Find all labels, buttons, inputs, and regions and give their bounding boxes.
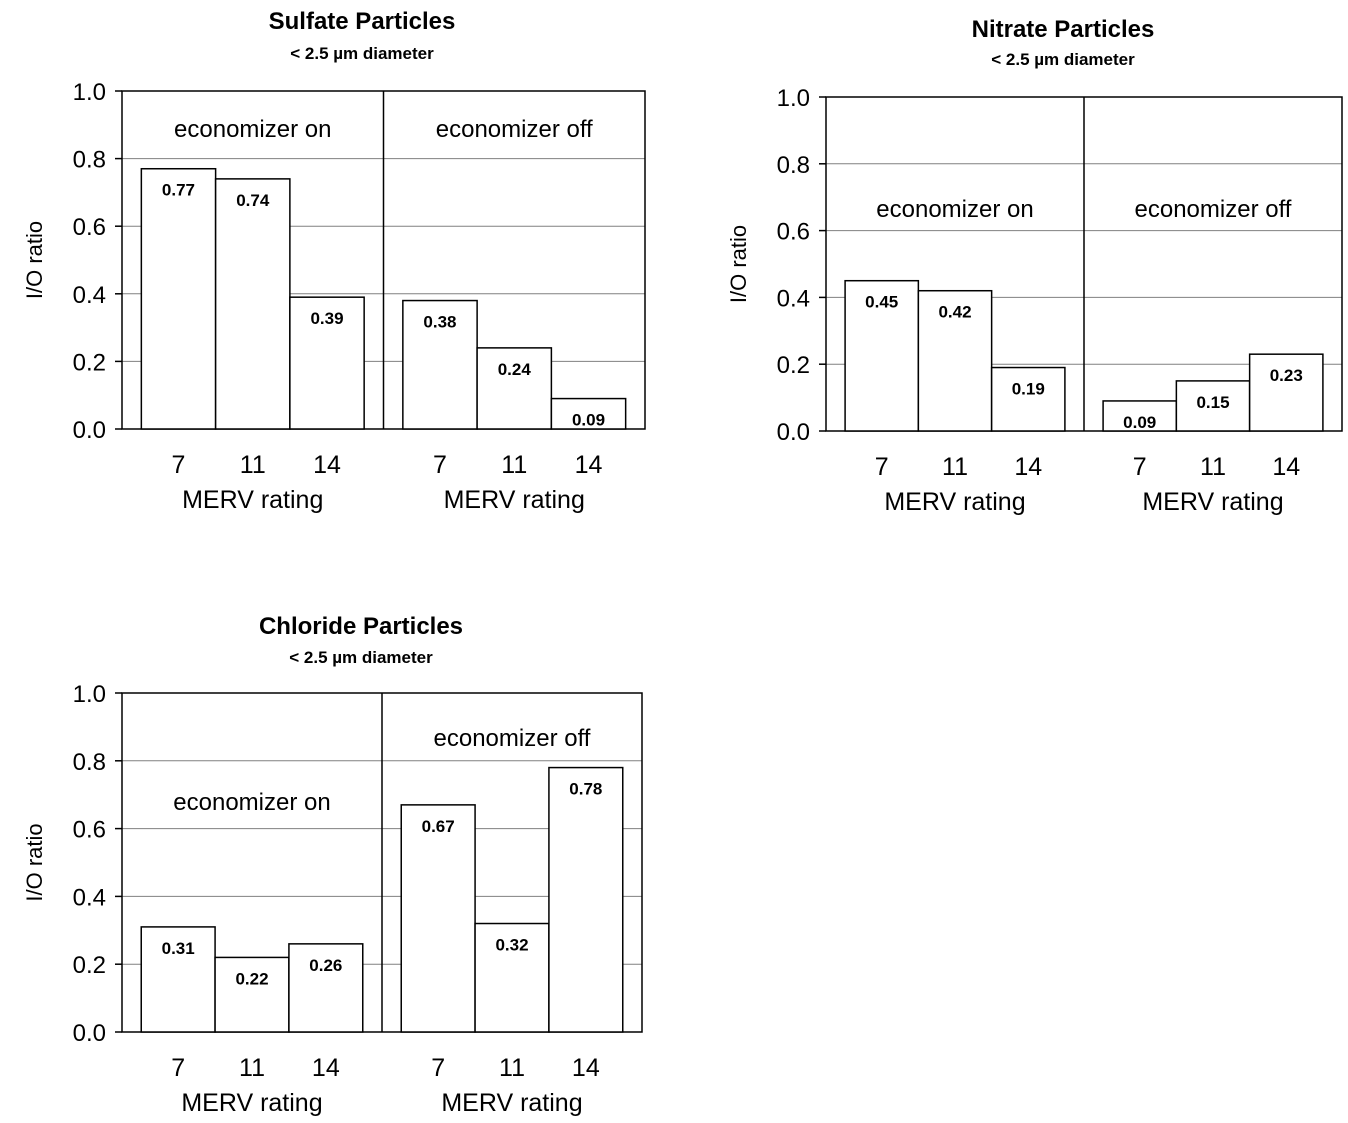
y-axis-label: I/O ratio: [22, 221, 47, 299]
data-label: 0.22: [235, 969, 268, 988]
x-tick-label: 14: [575, 451, 603, 479]
data-label: 0.23: [1270, 366, 1303, 385]
chart-title: Sulfate Particles: [269, 8, 456, 35]
y-tick-label: 0.4: [73, 282, 106, 309]
bar: [140, 167, 217, 430]
data-label: 0.32: [495, 936, 528, 955]
bar: [140, 926, 216, 1033]
data-label: 0.74: [236, 191, 270, 210]
y-tick-label: 1.0: [777, 85, 810, 112]
x-tick-label: 7: [172, 451, 186, 479]
data-label: 0.09: [1123, 413, 1156, 432]
x-tick-label: 14: [1014, 453, 1042, 481]
data-label: 0.45: [865, 293, 898, 312]
data-label: 0.39: [310, 309, 343, 328]
x-tick-label: 11: [942, 453, 968, 481]
x-tick-label: 7: [875, 453, 889, 481]
group-label: economizer off: [434, 725, 591, 752]
bar: [476, 347, 553, 430]
x-tick-label: 14: [312, 1054, 340, 1082]
data-label: 0.15: [1196, 393, 1229, 412]
y-tick-label: 0.8: [73, 147, 106, 174]
bar: [214, 956, 290, 1033]
y-tick-label: 0.6: [73, 817, 106, 844]
x-tick-label: 7: [171, 1054, 185, 1082]
data-label: 0.77: [162, 181, 195, 200]
data-label: 0.31: [162, 939, 195, 958]
y-tick-label: 0.2: [73, 952, 106, 979]
x-tick-label: 14: [572, 1054, 600, 1082]
y-tick-label: 0.2: [73, 349, 106, 376]
y-tick-label: 0.0: [73, 417, 106, 444]
bar: [214, 178, 291, 430]
x-tick-label: 7: [1133, 453, 1147, 481]
bar: [917, 289, 993, 432]
chart-subtitle: < 2.5 µm diameter: [991, 50, 1135, 69]
chart-subtitle: < 2.5 µm diameter: [289, 648, 433, 667]
y-tick-label: 0.4: [73, 884, 106, 911]
y-tick-label: 1.0: [73, 681, 106, 708]
x-tick-label: 7: [433, 451, 447, 479]
x-tick-label: 14: [313, 451, 341, 479]
data-label: 0.42: [938, 303, 971, 322]
bar: [990, 366, 1066, 432]
bar: [1175, 380, 1251, 432]
bar: [474, 922, 550, 1033]
group-label: economizer off: [436, 116, 593, 143]
y-axis-label: I/O ratio: [22, 823, 47, 901]
bar: [550, 397, 627, 430]
x-tick-label: 11: [499, 1054, 525, 1082]
chart-panel: Chloride Particles < 2.5 µm diameter I/O r…: [22, 613, 643, 1117]
x-axis-label: MERV rating: [441, 1089, 582, 1117]
data-label: 0.26: [309, 956, 342, 975]
group-label: economizer off: [1135, 196, 1292, 223]
data-label: 0.09: [572, 411, 605, 430]
y-tick-label: 0.6: [777, 219, 810, 246]
x-tick-label: 11: [240, 451, 266, 479]
chart-panel: Sulfate Particles < 2.5 µm diameter I/O ra…: [22, 8, 646, 514]
x-axis-label: MERV rating: [444, 486, 585, 514]
x-tick-label: 11: [1200, 453, 1226, 481]
bar: [844, 279, 920, 432]
y-axis-label: I/O ratio: [726, 225, 751, 303]
chart-panel: Nitrate Particles < 2.5 µm diameter I/O ra…: [726, 16, 1343, 516]
chart-subtitle: < 2.5 µm diameter: [290, 44, 434, 63]
group-label: economizer on: [174, 116, 331, 143]
x-axis-label: MERV rating: [1142, 488, 1283, 516]
bar: [1248, 353, 1324, 432]
y-tick-label: 0.6: [73, 214, 106, 241]
y-tick-label: 0.2: [777, 352, 810, 379]
x-axis-label: MERV rating: [884, 488, 1025, 516]
bar: [548, 766, 624, 1033]
x-axis-label: MERV rating: [182, 486, 323, 514]
group-label: economizer on: [173, 789, 330, 816]
chart-title: Chloride Particles: [259, 613, 463, 640]
x-tick-label: 11: [501, 451, 527, 479]
y-tick-label: 1.0: [73, 79, 106, 106]
chart-title: Nitrate Particles: [972, 16, 1155, 43]
x-tick-label: 7: [431, 1054, 445, 1082]
y-tick-label: 0.0: [73, 1020, 106, 1047]
data-label: 0.24: [498, 360, 532, 379]
bar: [400, 804, 476, 1033]
y-tick-label: 0.8: [73, 749, 106, 776]
x-tick-label: 14: [1272, 453, 1300, 481]
bar: [289, 296, 365, 430]
data-label: 0.67: [422, 817, 455, 836]
bar: [1102, 400, 1178, 432]
y-tick-label: 0.4: [777, 285, 810, 312]
data-label: 0.78: [569, 780, 602, 799]
y-tick-label: 0.0: [777, 419, 810, 446]
x-axis-label: MERV rating: [181, 1089, 322, 1117]
group-label: economizer on: [876, 196, 1033, 223]
bar: [288, 943, 364, 1033]
data-label: 0.38: [423, 313, 456, 332]
data-label: 0.19: [1012, 380, 1045, 399]
x-tick-label: 11: [239, 1054, 265, 1082]
y-tick-label: 0.8: [777, 152, 810, 179]
